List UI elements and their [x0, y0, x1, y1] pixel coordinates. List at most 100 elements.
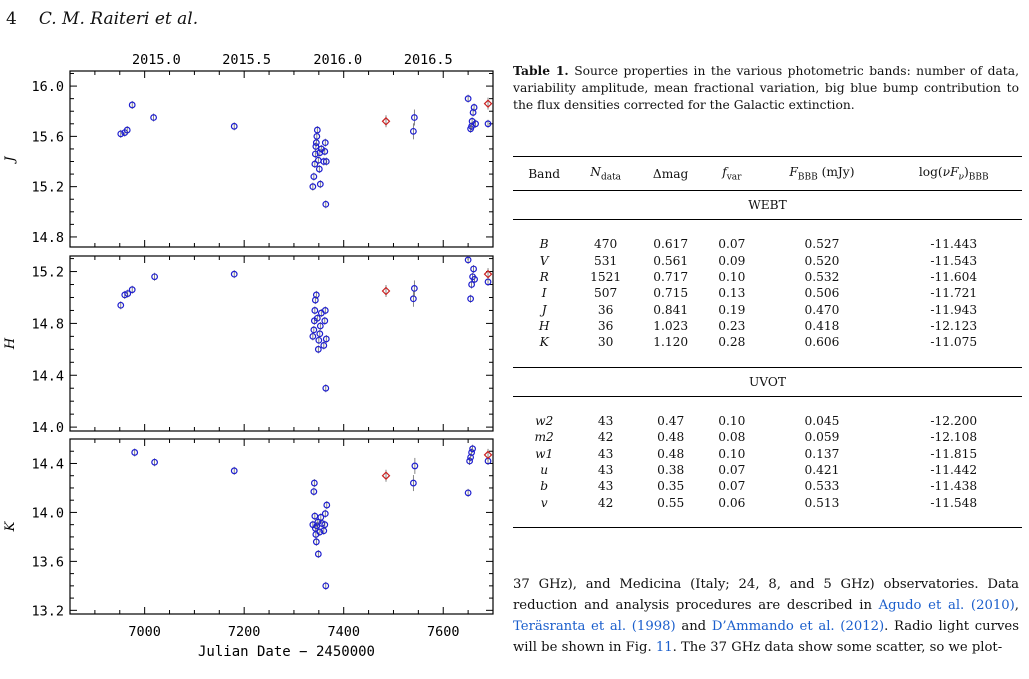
- figure-link-11[interactable]: 11: [655, 640, 673, 655]
- table-cell: -11.548: [930, 495, 978, 510]
- table-cell: 30: [597, 335, 614, 350]
- data-point-webt: [312, 291, 320, 299]
- table-row: w1 43 0.48 0.10 0.137 -11.815: [513, 446, 1022, 462]
- data-point-webt: [322, 384, 330, 392]
- data-point-diamond: [381, 286, 391, 296]
- data-point-webt: [409, 127, 417, 135]
- table-spacer: [513, 510, 1022, 529]
- table-spacer: [513, 350, 1022, 368]
- table-section-header: WEBT: [513, 191, 1022, 220]
- y-tick-label: 14.0: [31, 505, 64, 521]
- data-point-webt: [464, 95, 472, 103]
- table-cell: 0.421: [804, 463, 840, 477]
- data-point-webt: [313, 132, 321, 140]
- data-point-webt: [469, 445, 476, 453]
- citation-dammando-2012[interactable]: D’Ammando et al. (2012): [711, 619, 885, 634]
- top-axis-tick-label: 2015.5: [222, 52, 271, 68]
- data-point-webt: [310, 326, 318, 334]
- table-cell: 0.513: [804, 495, 840, 510]
- table-cell: 0.07: [718, 479, 746, 494]
- data-point-webt: [484, 120, 492, 128]
- table-row: u 43 0.38 0.07 0.421 -11.442: [513, 462, 1022, 478]
- data-point-webt: [411, 462, 419, 470]
- data-point-webt: [124, 290, 132, 297]
- table-cell: 0.38: [657, 463, 685, 477]
- table-cell: 0.35: [657, 479, 685, 494]
- data-point-webt: [409, 479, 417, 487]
- data-point-webt: [320, 527, 328, 535]
- table-cell: 0.10: [718, 446, 746, 461]
- data-point-webt: [315, 336, 323, 344]
- table-cell: 0.059: [804, 430, 840, 445]
- panel-y-label: J: [3, 156, 18, 165]
- table-row: V 531 0.561 0.09 0.520 -11.543: [513, 253, 1022, 269]
- col-lognufnu: log(νFν)BBB: [918, 164, 989, 183]
- table-cell: 0.08: [718, 430, 746, 445]
- table-row: I 507 0.715 0.13 0.506 -11.721: [513, 285, 1022, 301]
- citation-agudo-2010[interactable]: Agudo et al. (2010): [878, 598, 1015, 613]
- table-cell: 0.47: [657, 414, 685, 429]
- table-cell: 0.07: [718, 463, 746, 477]
- data-point-webt: [230, 122, 238, 130]
- table-cell: 0.561: [653, 253, 689, 268]
- table-cell: 0.470: [804, 302, 840, 317]
- table-spacer: [513, 220, 1022, 237]
- y-tick-label: 14.4: [31, 456, 64, 472]
- y-tick-label: 15.6: [31, 129, 64, 145]
- table-cell: J: [541, 302, 547, 317]
- table-cell: I: [541, 286, 547, 301]
- data-point-webt: [409, 295, 417, 303]
- table-cell: u: [540, 463, 549, 477]
- data-point-webt: [312, 538, 320, 546]
- table-cell: 0.617: [653, 237, 689, 252]
- table-cell: 0.418: [804, 318, 840, 333]
- body-text: 37 GHz), and Medicina (Italy; 24, 8, and…: [513, 574, 1019, 658]
- data-point-webt: [410, 114, 418, 121]
- data-point-webt: [230, 270, 238, 278]
- table-cell: 0.13: [718, 286, 746, 301]
- table-cell: -11.443: [930, 237, 978, 252]
- data-point-webt: [117, 130, 125, 138]
- data-point-webt: [117, 301, 125, 309]
- table-cell: w2: [535, 414, 554, 429]
- table-cell: -12.108: [930, 430, 978, 445]
- table-cell: w1: [535, 446, 554, 461]
- top-axis-tick-label: 2016.0: [313, 52, 362, 68]
- data-point-webt: [313, 126, 321, 134]
- x-tick-label: 7200: [228, 624, 261, 640]
- table-cell: 1521: [590, 270, 622, 285]
- data-point-webt: [128, 286, 136, 294]
- data-point-webt: [464, 489, 472, 497]
- table-row: B 470 0.617 0.07 0.527 -11.443: [513, 236, 1022, 252]
- citation-terasranta-1998[interactable]: Teräsranta et al. (1998): [513, 619, 676, 634]
- table-cell: b: [540, 479, 549, 494]
- table-cell: 0.07: [718, 237, 746, 252]
- data-point-webt: [317, 513, 325, 521]
- body-text-part: . Radio light curves will be shown in Fi…: [513, 619, 1020, 655]
- table-cell: H: [538, 318, 550, 333]
- data-point-diamond: [483, 450, 493, 460]
- table-cell: 507: [594, 286, 618, 301]
- table-cell: -11.815: [930, 446, 978, 461]
- table-section-title: WEBT: [748, 198, 787, 212]
- table-cell: -11.442: [930, 463, 978, 477]
- data-point-webt: [322, 582, 330, 590]
- table-cell: 0.606: [804, 335, 840, 350]
- data-point-webt: [464, 256, 472, 264]
- body-text-part: . The 37 GHz data show some scatter, so …: [672, 640, 1003, 655]
- table-cell: 0.841: [653, 302, 689, 317]
- data-point-webt: [316, 528, 324, 536]
- table-cell: 43: [597, 463, 614, 477]
- table-cell: 1.023: [653, 318, 689, 333]
- table-cell: 0.09: [718, 253, 746, 268]
- table-row: J 36 0.841 0.19 0.470 -11.943: [513, 301, 1022, 317]
- data-point-webt: [321, 307, 329, 314]
- data-point-webt: [310, 488, 318, 496]
- table-cell: 42: [597, 495, 614, 510]
- panel-frame: [69, 255, 494, 432]
- data-point-webt: [310, 173, 318, 181]
- table-row: m2 42 0.48 0.08 0.059 -12.108: [513, 429, 1022, 445]
- data-point-webt: [321, 148, 329, 155]
- table-row: w2 43 0.47 0.10 0.045 -12.200: [513, 413, 1022, 429]
- table-cell: V: [539, 253, 549, 268]
